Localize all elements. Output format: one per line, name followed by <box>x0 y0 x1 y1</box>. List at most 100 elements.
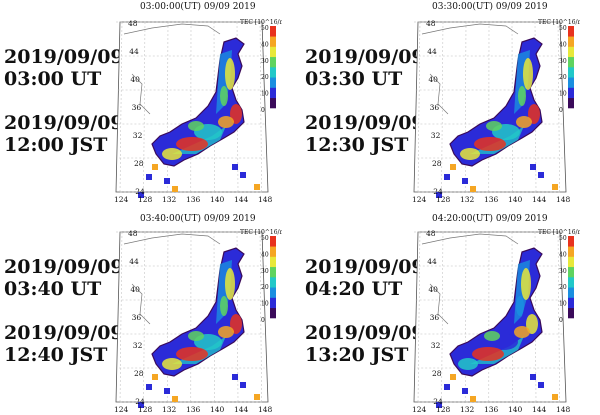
tec-station-cell <box>152 164 158 170</box>
longitude-gridline <box>417 21 421 193</box>
tec-station-cell <box>538 172 544 178</box>
colorbar-segment <box>568 77 574 88</box>
colorbar-segment <box>568 236 574 247</box>
tec-station-cell <box>470 186 476 192</box>
colorbar-segment <box>568 46 574 58</box>
panel4-date: 2019/09/09 <box>305 256 425 278</box>
panel4-ut: 04:20 UT <box>305 278 403 300</box>
tec-hotspot <box>472 347 504 361</box>
colorbar-segment <box>568 287 574 298</box>
colorbar-segment <box>270 277 276 288</box>
colorbar-segment <box>270 307 276 319</box>
colorbar-tick-label: 20 <box>559 284 567 291</box>
colorbar-tick-label: 10 <box>559 301 567 308</box>
longitude-tick-label: 144 <box>234 195 249 204</box>
tec-hotspot <box>474 137 506 151</box>
latitude-tick-label: 36 <box>430 313 440 322</box>
colorbar-tick-label: 50 <box>559 235 567 242</box>
latitude-tick-label: 44 <box>129 47 139 56</box>
colorbar-segment <box>270 246 276 257</box>
tec-hotspot <box>218 326 234 338</box>
tec-station-cell <box>436 402 442 408</box>
colorbar-segment <box>270 46 276 58</box>
panel2-jst: 12:30 JST <box>305 134 409 156</box>
panel2-ut: 03:30 UT <box>305 68 403 90</box>
latitude-tick-label: 40 <box>428 285 438 294</box>
latitude-tick-label: 48 <box>128 19 138 28</box>
longitude-gridline <box>143 231 146 403</box>
latitude-tick-label: 48 <box>426 19 436 28</box>
colorbar-segment <box>270 236 276 247</box>
longitude-tick-label: 144 <box>532 195 547 204</box>
colorbar-title: TEC [10^16/m^2] <box>538 229 580 236</box>
colorbar-segment <box>568 266 574 278</box>
colorbar-segment <box>270 26 276 37</box>
panel2-header: 03:30:00(UT) 09/09 2019 <box>432 2 548 12</box>
tec-hotspot <box>518 86 526 106</box>
panel4-tec-map: 48 44 40 36 32 28 24 124 128 132 136 140 144 148 TEC [… <box>412 229 580 414</box>
tec-hotspot <box>188 331 204 341</box>
panel1-jst: 12:00 JST <box>4 134 108 156</box>
panel4-header: 04:20:00(UT) 09/09 2019 <box>432 214 548 224</box>
panel1-ut: 03:00 UT <box>4 68 102 90</box>
longitude-tick-label: 136 <box>484 195 499 204</box>
latitude-tick-label: 24 <box>135 187 145 196</box>
colorbar-segment <box>568 256 574 268</box>
colorbar-tick-label: 0 <box>559 107 563 114</box>
tec-station-cell <box>444 384 450 390</box>
tec-hotspot <box>523 58 533 90</box>
tec-station-cell <box>172 396 178 402</box>
longitude-tick-label: 140 <box>210 405 225 414</box>
tec-station-cell <box>436 192 442 198</box>
tec-station-cell <box>552 184 558 190</box>
latitude-tick-label: 36 <box>430 103 440 112</box>
colorbar-tick-label: 30 <box>261 268 269 275</box>
latitude-tick-label: 44 <box>427 257 437 266</box>
tec-station-cell <box>450 164 456 170</box>
latitude-tick-label: 28 <box>134 159 144 168</box>
tec-hotspot <box>162 148 182 160</box>
longitude-tick-label: 132 <box>162 405 177 414</box>
tec-station-cell <box>444 174 450 180</box>
longitude-gridline <box>557 21 560 193</box>
panel1-date-jst: 2019/09/09 <box>4 112 124 134</box>
colorbar-tick-label: 30 <box>559 58 567 65</box>
longitude-tick-label: 144 <box>234 405 249 414</box>
tec-station-cell <box>450 374 456 380</box>
longitude-tick-label: 124 <box>114 405 129 414</box>
tec-hotspot <box>521 268 531 300</box>
tec-station-cell <box>146 384 152 390</box>
tec-station-cell <box>146 174 152 180</box>
latitude-tick-label: 40 <box>130 75 140 84</box>
colorbar-segment <box>568 297 574 309</box>
colorbar-tick-label: 40 <box>261 41 269 48</box>
tec-station-cell <box>232 164 238 170</box>
longitude-tick-label: 124 <box>412 195 427 204</box>
colorbar-segment <box>270 56 276 68</box>
longitude-tick-label: 128 <box>138 405 153 414</box>
longitude-tick-label: 140 <box>210 195 225 204</box>
colorbar-segment <box>568 87 574 99</box>
longitude-tick-label: 136 <box>186 405 201 414</box>
colorbar-segment <box>568 67 574 78</box>
panel3-date-jst: 2019/09/09 <box>4 322 124 344</box>
colorbar-segment <box>270 67 276 78</box>
latitude-tick-label: 48 <box>128 229 138 238</box>
tec-station-cell <box>254 184 260 190</box>
longitude-gridline <box>119 231 123 403</box>
colorbar-title: TEC [10^16/m^2] <box>240 229 282 236</box>
colorbar-tick-label: 20 <box>559 74 567 81</box>
colorbar-tick-label: 0 <box>261 317 265 324</box>
tec-hotspot <box>484 331 500 341</box>
longitude-gridline <box>259 231 262 403</box>
panel3-header: 03:40:00(UT) 09/09 2019 <box>140 214 256 224</box>
latitude-tick-label: 44 <box>129 257 139 266</box>
colorbar-tick-label: 30 <box>559 268 567 275</box>
colorbar-tick-label: 0 <box>559 317 563 324</box>
tec-hotspot <box>528 104 540 124</box>
latitude-tick-label: 28 <box>134 369 144 378</box>
longitude-tick-label: 128 <box>436 405 451 414</box>
longitude-tick-label: 136 <box>484 405 499 414</box>
colorbar-segment <box>568 36 574 47</box>
colorbar-segment <box>270 36 276 47</box>
